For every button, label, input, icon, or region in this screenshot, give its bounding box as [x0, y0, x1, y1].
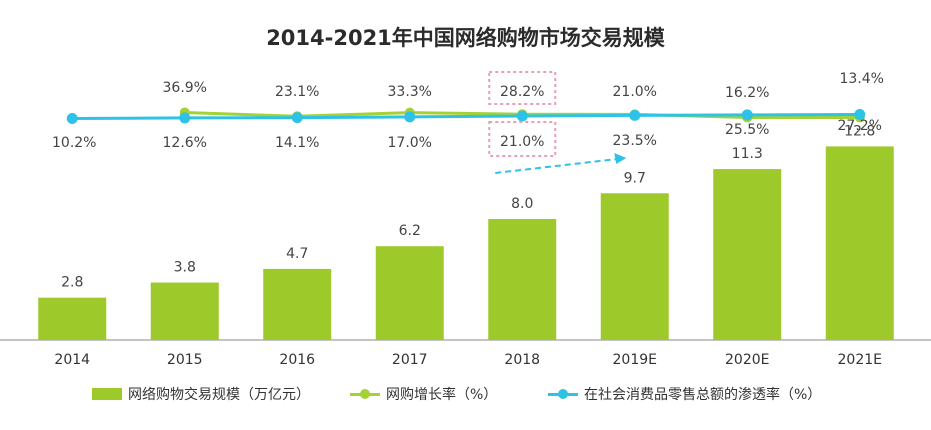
- legend-label-bar: 网络购物交易规模（万亿元）: [128, 387, 310, 403]
- x-tick-2016: 2016: [279, 352, 315, 368]
- bar-2020E: [713, 169, 782, 340]
- growth-label-2017: 33.3%: [388, 84, 432, 100]
- growth-label-2015: 36.9%: [163, 80, 207, 96]
- penetration-point-2019E: [629, 109, 641, 121]
- legend-swatch-growth: [350, 388, 380, 400]
- penetration-point-2016: [291, 112, 303, 124]
- bar-label-2014: 2.8: [61, 275, 83, 291]
- growth-label-2016: 23.1%: [275, 84, 319, 100]
- legend-swatch-bar: [92, 388, 122, 400]
- bar-2017: [375, 246, 444, 340]
- growth-label-2021E: 13.4%: [840, 71, 884, 87]
- penetration-label-2015: 12.6%: [163, 135, 207, 151]
- x-tick-2014: 2014: [54, 352, 90, 368]
- highlight-box-penetration-2018: [488, 121, 557, 157]
- bar-label-2021E: 12.8: [844, 123, 875, 139]
- penetration-label-2018: 21.0%: [500, 134, 544, 150]
- penetration-line: [72, 113, 860, 120]
- trend-arrow-head: [614, 153, 627, 164]
- bar-2021E: [825, 146, 894, 340]
- legend-label-penetration: 在社会消费品零售总额的渗透率（%）: [584, 387, 822, 403]
- penetration-point-2017: [404, 111, 416, 123]
- penetration-label-2016: 14.1%: [275, 135, 319, 151]
- highlight-box-growth-2018: [488, 71, 557, 105]
- growth-label-2019E: 21.0%: [613, 84, 657, 100]
- penetration-label-2020E: 25.5%: [725, 122, 769, 138]
- penetration-label-2017: 17.0%: [388, 135, 432, 151]
- growth-label-2018: 28.2%: [500, 84, 544, 100]
- penetration-point-2014: [66, 113, 78, 124]
- x-tick-2017: 2017: [392, 352, 428, 368]
- x-tick-2019E: 2019E: [613, 352, 657, 368]
- bar-label-2019E: 9.7: [624, 170, 646, 186]
- penetration-point-2015: [179, 112, 191, 124]
- chart-title: 2014-2021年中国网络购物市场交易规模: [266, 26, 665, 50]
- penetration-point-2020E: [741, 109, 753, 121]
- bar-2016: [263, 268, 332, 340]
- penetration-label-2021E: 27.2%: [838, 118, 882, 134]
- legend-item-penetration: 在社会消费品零售总额的渗透率（%）: [548, 384, 821, 404]
- bar-label-2020E: 11.3: [732, 146, 763, 162]
- penetration-point-2021E: [854, 109, 866, 120]
- legend-item-bar: 网络购物交易规模（万亿元）: [92, 384, 310, 404]
- legend-swatch-penetration: [548, 388, 578, 400]
- bar-2018: [488, 219, 557, 340]
- bar-2019E: [600, 193, 669, 340]
- bar-label-2017: 6.2: [399, 223, 421, 239]
- bar-2014: [38, 297, 107, 340]
- bar-label-2015: 3.8: [174, 260, 196, 276]
- bar-2015: [150, 282, 219, 340]
- penetration-label-2014: 10.2%: [52, 135, 96, 151]
- x-tick-2020E: 2020E: [725, 352, 769, 368]
- trend-arrow-line: [495, 158, 618, 174]
- penetration-point-2018: [516, 110, 528, 122]
- bar-label-2016: 4.7: [286, 246, 308, 262]
- chart-legend: 网络购物交易规模（万亿元） 网购增长率（%） 在社会消费品零售总额的渗透率（%）: [0, 384, 931, 406]
- legend-item-growth: 网购增长率（%）: [350, 384, 497, 404]
- penetration-label-2019E: 23.5%: [613, 133, 657, 149]
- bar-label-2018: 8.0: [511, 196, 533, 212]
- growth-label-2020E: 16.2%: [725, 85, 769, 101]
- x-tick-2018: 2018: [504, 352, 540, 368]
- legend-label-growth: 网购增长率（%）: [386, 387, 498, 403]
- x-tick-2021E: 2021E: [838, 352, 882, 368]
- x-tick-2015: 2015: [167, 352, 203, 368]
